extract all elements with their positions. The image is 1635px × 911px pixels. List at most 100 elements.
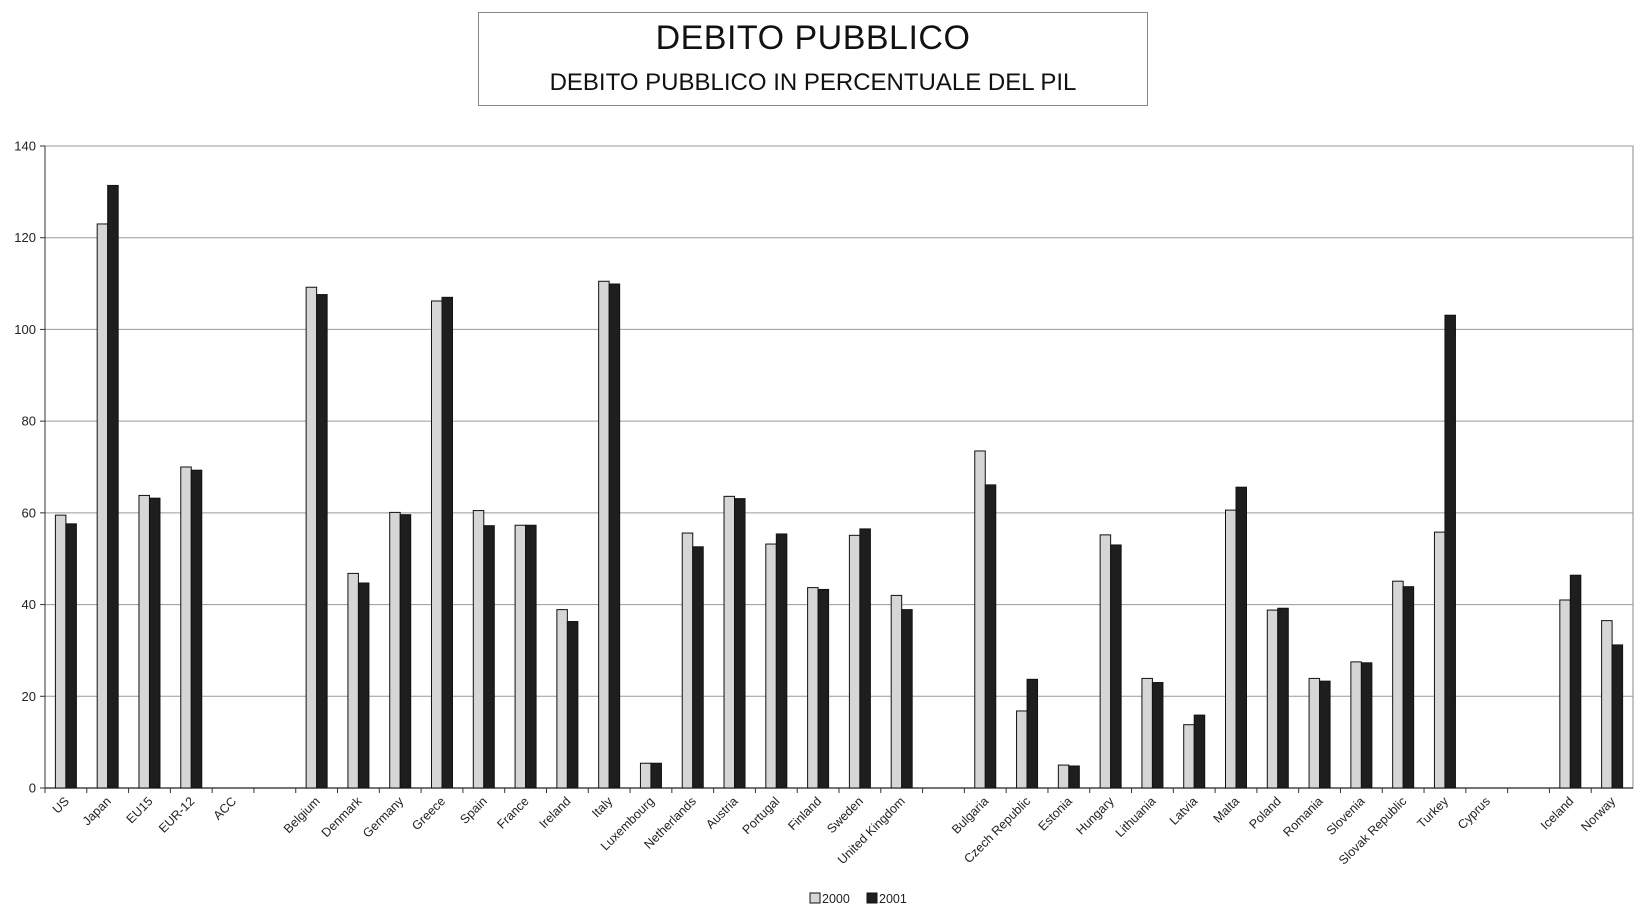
category-label: ACC — [211, 794, 240, 823]
bar-2001 — [1110, 544, 1122, 789]
bar-2000 — [1433, 531, 1446, 789]
y-tick-label: 80 — [22, 414, 36, 429]
category-label: Greece — [409, 794, 448, 833]
bar-2000 — [807, 587, 819, 789]
legend-swatch — [866, 892, 878, 904]
bar-2000 — [54, 514, 67, 789]
category-label: Spain — [457, 794, 490, 827]
legend-label: 2001 — [879, 892, 907, 906]
bar-2001 — [817, 588, 830, 789]
chart-subtitle: DEBITO PUBBLICO IN PERCENTUALE DEL PIL — [549, 69, 1077, 96]
y-tick-label: 60 — [22, 505, 36, 520]
category-label: Sweden — [824, 794, 866, 836]
bar-2000 — [1308, 677, 1321, 789]
category-label: Ireland — [537, 794, 574, 831]
bar-2001 — [483, 525, 495, 789]
bar-2000 — [639, 762, 652, 789]
bar-2001 — [1277, 607, 1289, 789]
bar-2000 — [1266, 609, 1279, 789]
legend-swatch — [809, 892, 821, 904]
bar-2001 — [1402, 586, 1415, 789]
bar-2001 — [441, 296, 453, 789]
category-label: Portugal — [740, 794, 783, 837]
bar-2000 — [180, 466, 192, 789]
category-label: Belgium — [281, 794, 323, 836]
legend-label: 2000 — [822, 892, 850, 906]
bar-2001 — [692, 546, 704, 789]
category-label: Cyprus — [1455, 794, 1493, 832]
bar-2001 — [1068, 765, 1080, 789]
bar-2000 — [1099, 534, 1112, 789]
bar-2000 — [1392, 580, 1404, 789]
bar-2000 — [1601, 620, 1613, 789]
bar-2000 — [514, 524, 527, 789]
category-label: Poland — [1246, 794, 1283, 831]
bar-2000 — [1559, 599, 1571, 789]
bar-2001 — [1569, 574, 1582, 789]
category-label: Norway — [1578, 794, 1618, 834]
bar-2000 — [890, 594, 903, 789]
y-tick-label: 20 — [22, 689, 36, 704]
bar-2001 — [1360, 662, 1373, 789]
bar-2001 — [734, 498, 746, 789]
bar-2001 — [65, 523, 77, 789]
bar-2001 — [984, 484, 997, 789]
bar-2000 — [1183, 724, 1195, 789]
bar-2001 — [1611, 644, 1624, 789]
bar-2001 — [525, 524, 537, 789]
category-label: Japan — [80, 794, 114, 828]
bar-2001 — [608, 283, 621, 789]
category-label: Estonia — [1036, 794, 1075, 833]
y-tick-label: 140 — [14, 139, 36, 154]
category-label: Finland — [785, 794, 824, 833]
y-tick-label: 0 — [29, 781, 36, 796]
bar-2001 — [148, 497, 161, 789]
bar-2001 — [190, 469, 203, 789]
bar-2001 — [107, 184, 119, 789]
bar-2001 — [775, 533, 788, 789]
bar-2000 — [848, 534, 861, 789]
bar-2000 — [556, 609, 568, 789]
bar-2000 — [974, 450, 986, 789]
category-label: Germany — [360, 794, 407, 841]
bar-2001 — [1235, 486, 1247, 789]
bar-2000 — [723, 495, 736, 789]
bar-2001 — [1193, 714, 1206, 789]
bar-2000 — [431, 300, 443, 789]
category-label: Lithuania — [1113, 794, 1159, 840]
bar-2000 — [765, 543, 777, 789]
bar-2000 — [1350, 661, 1362, 789]
category-label: Hungary — [1073, 794, 1117, 838]
bar-2000 — [681, 532, 694, 789]
y-tick-label: 100 — [14, 322, 36, 337]
bar-2001 — [859, 528, 871, 789]
category-label: Austria — [703, 794, 740, 831]
category-label: Iceland — [1538, 794, 1576, 832]
bar-2000 — [138, 494, 150, 789]
y-tick-label: 120 — [14, 230, 36, 245]
bar-2000 — [598, 280, 610, 789]
category-label: Italy — [589, 794, 616, 821]
chart-title: DEBITO PUBBLICO — [655, 19, 971, 57]
category-label: EUR-12 — [156, 794, 197, 835]
bar-2000 — [389, 511, 401, 789]
bar-2000 — [1225, 509, 1237, 789]
category-label: Romania — [1280, 794, 1325, 839]
bar-2001 — [1026, 678, 1039, 789]
bar-2001 — [399, 514, 412, 789]
category-label: Bulgaria — [949, 794, 991, 836]
bar-2000 — [1016, 710, 1028, 789]
category-label: US — [50, 794, 72, 816]
bar-2001 — [650, 762, 662, 789]
bar-2000 — [1141, 677, 1153, 789]
bar-2000 — [472, 510, 485, 789]
bar-2001 — [1151, 682, 1164, 789]
category-label: EU15 — [124, 794, 156, 826]
y-tick-label: 40 — [22, 597, 36, 612]
category-label: Latvia — [1167, 794, 1201, 828]
bar-2001 — [316, 294, 328, 789]
bar-2001 — [1444, 314, 1456, 789]
title-box: DEBITO PUBBLICO DEBITO PUBBLICO IN PERCE… — [478, 12, 1148, 106]
category-label: Malta — [1211, 794, 1243, 826]
